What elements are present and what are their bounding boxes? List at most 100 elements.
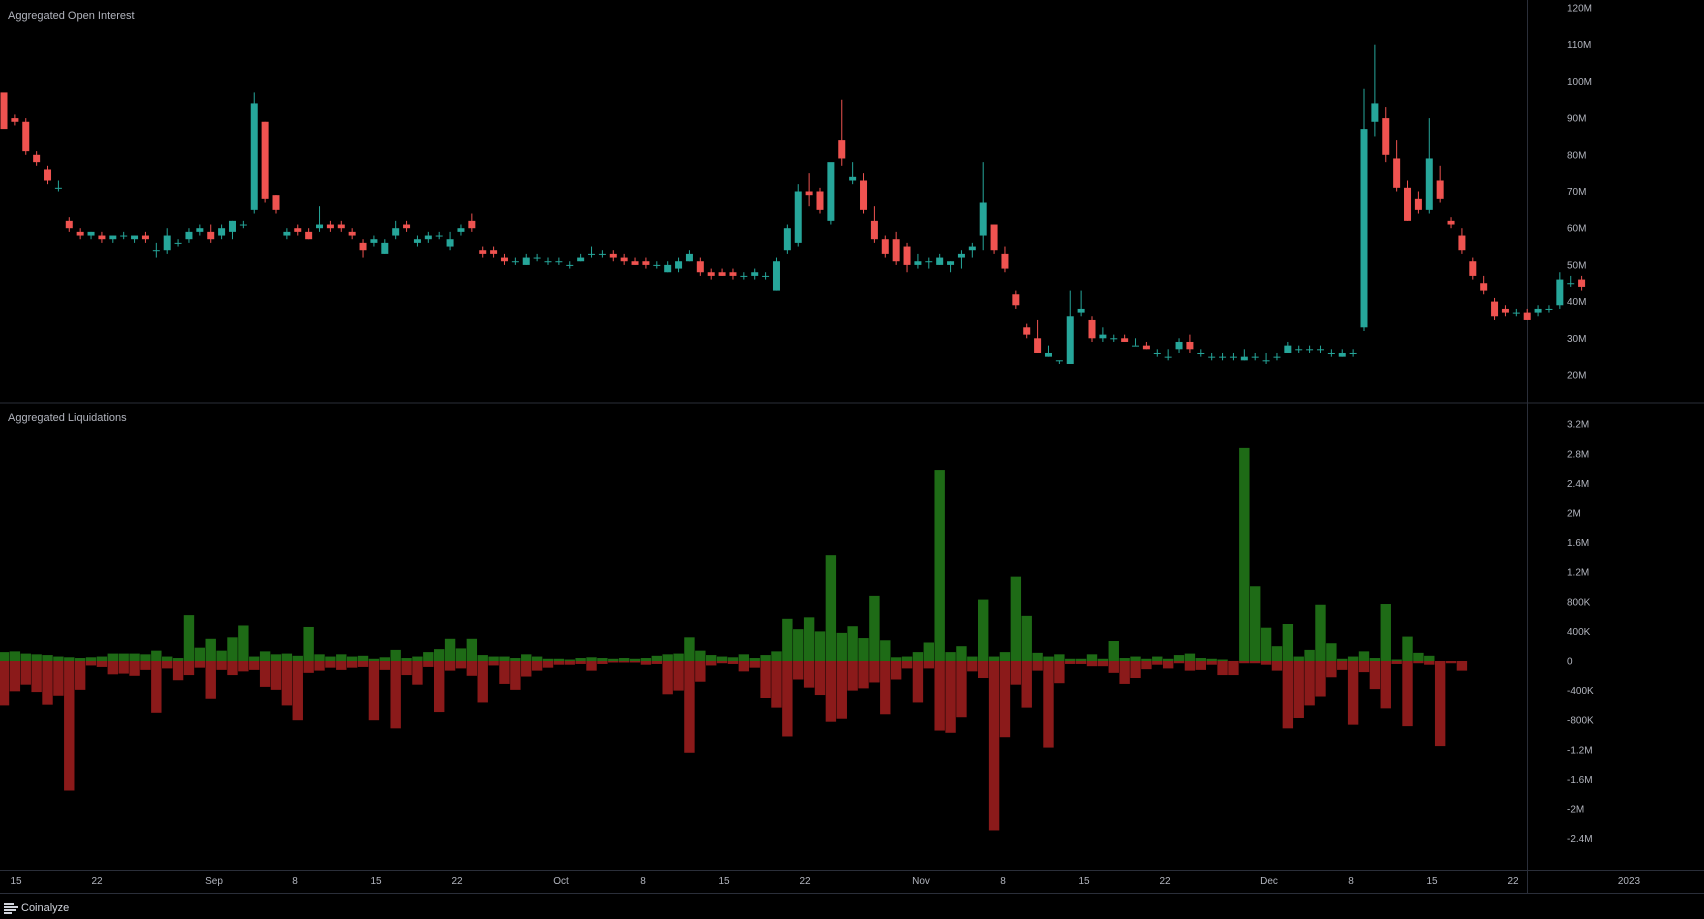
liq-short-bar xyxy=(1380,661,1391,709)
oi-candle xyxy=(250,92,258,214)
coinalyze-branding[interactable]: Coinalyze xyxy=(4,902,69,914)
liq-long-bar xyxy=(346,656,358,661)
liq-long-bar xyxy=(1032,652,1043,661)
candle-body xyxy=(457,228,465,232)
oi-y-tick-label: 20M xyxy=(1567,371,1586,382)
liq-long-bar xyxy=(379,657,390,661)
oi-candle xyxy=(1142,341,1150,350)
oi-candle xyxy=(1545,305,1553,313)
candle-body xyxy=(533,257,541,259)
liq-short-bar xyxy=(1402,661,1413,727)
liq-short-bar xyxy=(564,661,575,665)
candle-body xyxy=(849,176,857,181)
candle-body xyxy=(163,235,171,251)
liq-short-bar xyxy=(901,661,913,669)
liq-y-tick-label: 3.2M xyxy=(1567,420,1589,431)
liq-long-bar xyxy=(1173,655,1185,661)
oi-candle xyxy=(1480,275,1488,295)
candle-body xyxy=(1316,349,1324,351)
candle-body xyxy=(1262,360,1270,362)
oi-candle xyxy=(631,257,639,265)
liq-long-bar xyxy=(205,638,216,661)
oi-candle xyxy=(1284,341,1292,353)
candle-body xyxy=(957,253,965,258)
candle-body xyxy=(131,235,139,240)
liq-short-bar xyxy=(401,661,412,676)
oi-candle xyxy=(827,162,835,225)
liq-short-bar xyxy=(1184,661,1196,671)
liq-long-bar xyxy=(1271,646,1283,661)
candle-body xyxy=(381,242,389,254)
liq-short-bar xyxy=(673,661,684,691)
x-tick-label: 8 xyxy=(1000,876,1006,887)
candle-body xyxy=(1088,319,1096,339)
oi-candle xyxy=(1469,257,1477,280)
liq-short-bar xyxy=(814,661,826,696)
x-tick-label: 22 xyxy=(451,876,463,887)
candle-body xyxy=(22,121,30,152)
liq-short-bar xyxy=(129,661,140,676)
liq-long-bar xyxy=(140,654,151,661)
oi-candle xyxy=(305,228,313,240)
candle-body xyxy=(718,272,726,276)
liq-long-bar xyxy=(706,655,717,661)
time-axis: 15 22 Sep 8 15 22 Oct 8 15 22 Nov 8 15 22 Dec 8 15 22 2023 xyxy=(10,876,1640,887)
oi-candle xyxy=(446,231,454,251)
candle-body xyxy=(1578,279,1586,287)
oi-candle xyxy=(1567,275,1575,287)
liq-long-bar xyxy=(227,637,238,661)
liq-long-bar xyxy=(662,654,673,661)
candle-body xyxy=(359,242,367,251)
oi-candle xyxy=(577,253,585,262)
candle-body xyxy=(1458,235,1466,251)
liq-short-bar xyxy=(1260,661,1272,665)
liq-long-bar xyxy=(869,595,880,661)
oi-candle xyxy=(22,118,30,155)
liq-long-bar xyxy=(1260,627,1272,661)
candle-body xyxy=(892,239,900,262)
liq-short-bar xyxy=(1032,661,1043,671)
oi-candle xyxy=(772,257,780,291)
candle-body xyxy=(120,235,128,237)
liq-short-bar xyxy=(988,661,1000,831)
liq-short-bar xyxy=(434,661,445,713)
oi-candle xyxy=(207,224,215,243)
liq-long-bar xyxy=(793,629,804,661)
liq-long-bar xyxy=(1337,658,1348,661)
liq-short-bar xyxy=(553,661,565,665)
oi-candle xyxy=(1338,349,1346,357)
liq-long-bar xyxy=(423,652,434,661)
liq-short-bar xyxy=(1108,661,1119,673)
coinalyze-logo-icon xyxy=(4,903,18,914)
oi-candle xyxy=(783,224,791,254)
oi-candle xyxy=(903,242,911,273)
x-tick-label: 22 xyxy=(799,876,811,887)
oi-candle xyxy=(1436,165,1444,203)
liq-long-bar xyxy=(118,653,129,661)
liq-short-bar xyxy=(1086,661,1098,667)
oi-candle xyxy=(718,268,726,276)
candle-body xyxy=(1360,129,1368,328)
oi-candle xyxy=(109,235,117,243)
liq-long-bar xyxy=(1021,615,1032,661)
oi-candle xyxy=(261,121,269,203)
oi-candle xyxy=(762,272,770,280)
liq-short-bar xyxy=(749,661,760,668)
oi-candle xyxy=(1371,44,1379,137)
oi-candle xyxy=(1393,140,1401,192)
x-tick-label: 15 xyxy=(718,876,730,887)
liq-short-bar xyxy=(836,661,847,719)
liq-long-bar xyxy=(9,651,21,661)
liq-y-tick-label: -400K xyxy=(1567,686,1594,697)
oi-candle xyxy=(1523,308,1531,320)
liq-long-bar xyxy=(1250,586,1261,661)
candle-body xyxy=(348,231,356,236)
liq-short-bar xyxy=(1097,661,1109,667)
oi-candle xyxy=(1219,352,1227,361)
oi-y-tick-label: 120M xyxy=(1567,4,1592,15)
liq-short-bar xyxy=(346,661,358,668)
candle-body xyxy=(435,235,443,237)
liq-long-bar xyxy=(368,658,380,661)
